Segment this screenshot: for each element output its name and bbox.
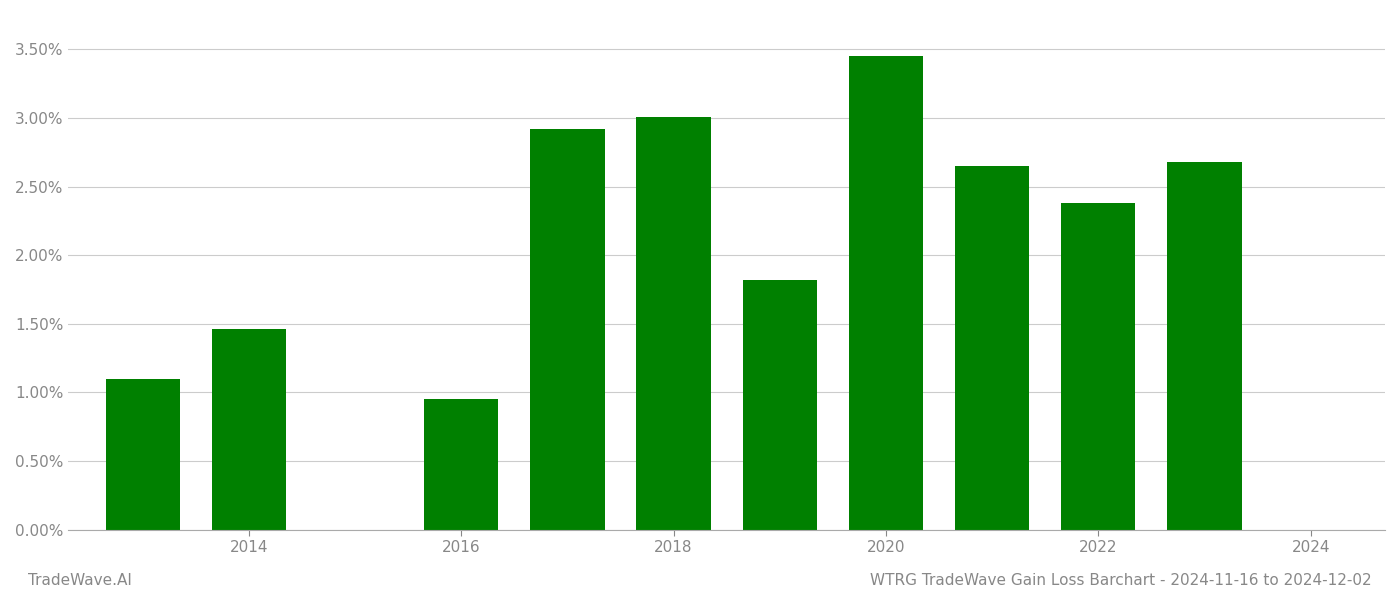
Bar — [637, 116, 711, 530]
Bar — [955, 166, 1029, 530]
Bar — [105, 379, 179, 530]
Bar — [742, 280, 818, 530]
Text: WTRG TradeWave Gain Loss Barchart - 2024-11-16 to 2024-12-02: WTRG TradeWave Gain Loss Barchart - 2024… — [871, 573, 1372, 588]
Bar — [211, 329, 286, 530]
Text: TradeWave.AI: TradeWave.AI — [28, 573, 132, 588]
Bar — [531, 129, 605, 530]
Bar — [848, 56, 923, 530]
Bar — [424, 399, 498, 530]
Bar — [1168, 162, 1242, 530]
Bar — [1061, 203, 1135, 530]
